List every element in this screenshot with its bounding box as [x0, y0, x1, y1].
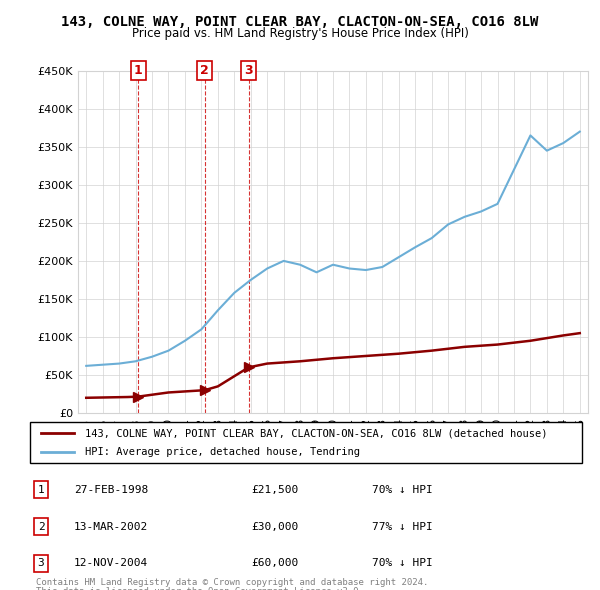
Text: 27-FEB-1998: 27-FEB-1998	[74, 485, 148, 495]
Text: 1: 1	[38, 485, 44, 495]
Text: £30,000: £30,000	[251, 522, 298, 532]
Text: 3: 3	[244, 64, 253, 77]
FancyBboxPatch shape	[30, 422, 582, 463]
Text: 143, COLNE WAY, POINT CLEAR BAY, CLACTON-ON-SEA, CO16 8LW: 143, COLNE WAY, POINT CLEAR BAY, CLACTON…	[61, 15, 539, 29]
Text: 3: 3	[38, 558, 44, 568]
Text: HPI: Average price, detached house, Tendring: HPI: Average price, detached house, Tend…	[85, 447, 360, 457]
Text: 1: 1	[134, 64, 142, 77]
Text: Contains HM Land Registry data © Crown copyright and database right 2024.: Contains HM Land Registry data © Crown c…	[36, 578, 428, 587]
Text: Price paid vs. HM Land Registry's House Price Index (HPI): Price paid vs. HM Land Registry's House …	[131, 27, 469, 40]
Text: 2: 2	[200, 64, 209, 77]
Text: 70% ↓ HPI: 70% ↓ HPI	[372, 558, 433, 568]
Text: £21,500: £21,500	[251, 485, 298, 495]
Text: 13-MAR-2002: 13-MAR-2002	[74, 522, 148, 532]
Text: £60,000: £60,000	[251, 558, 298, 568]
Text: 143, COLNE WAY, POINT CLEAR BAY, CLACTON-ON-SEA, CO16 8LW (detached house): 143, COLNE WAY, POINT CLEAR BAY, CLACTON…	[85, 428, 548, 438]
Text: 2: 2	[38, 522, 44, 532]
Text: 12-NOV-2004: 12-NOV-2004	[74, 558, 148, 568]
Text: 70% ↓ HPI: 70% ↓ HPI	[372, 485, 433, 495]
Text: 77% ↓ HPI: 77% ↓ HPI	[372, 522, 433, 532]
Text: This data is licensed under the Open Government Licence v3.0.: This data is licensed under the Open Gov…	[36, 587, 364, 590]
